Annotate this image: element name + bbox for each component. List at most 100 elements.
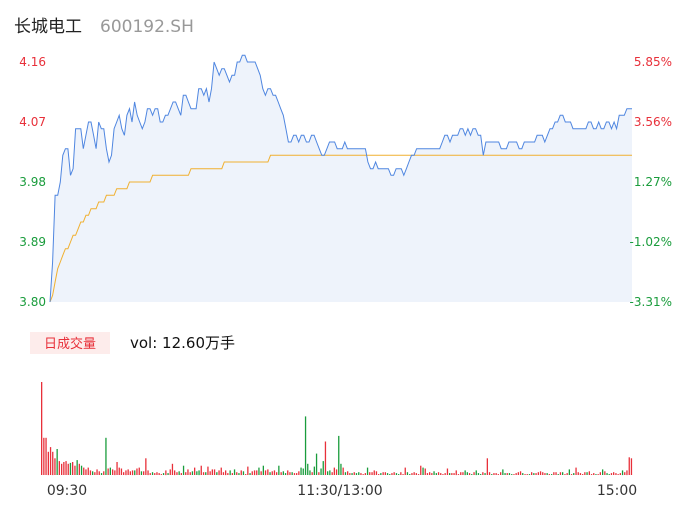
- volume-bar: [386, 473, 389, 475]
- volume-bar: [225, 470, 227, 476]
- volume-bar: [515, 473, 517, 475]
- volume-bar: [355, 473, 358, 475]
- volume-bar: [54, 458, 56, 475]
- percent-axis-right: 5.85% 3.56% 1.27% -1.02% -3.31%: [630, 55, 672, 309]
- volume-bar: [588, 471, 590, 475]
- volume-bar: [398, 474, 400, 475]
- volume-bar: [162, 473, 165, 475]
- volume-bar: [269, 472, 271, 475]
- volume-bar: [154, 473, 156, 475]
- volume-bar: [440, 473, 442, 475]
- y-tick-label: 3.80: [19, 295, 46, 309]
- volume-bar: [491, 474, 493, 475]
- volume-bar: [273, 470, 276, 476]
- x-tick-label: 11:30/13:00: [297, 483, 382, 499]
- volume-bar: [422, 467, 424, 475]
- volume-bar: [599, 472, 601, 475]
- volume-bar: [537, 472, 539, 475]
- volume-bar: [49, 447, 52, 475]
- volume-bar: [271, 471, 273, 475]
- volume-bar: [508, 473, 511, 475]
- volume-bar: [251, 471, 253, 475]
- volume-bar: [406, 472, 409, 475]
- volume-bar: [446, 468, 449, 475]
- volume-bar: [500, 472, 502, 475]
- volume-bar: [420, 465, 422, 475]
- volume-bar: [72, 462, 74, 475]
- volume-bar: [182, 465, 185, 475]
- volume-bar: [619, 473, 621, 475]
- volume-bar: [466, 472, 468, 475]
- volume-bar: [291, 472, 293, 475]
- x-tick-label: 09:30: [47, 483, 87, 499]
- volume-bar: [327, 471, 329, 475]
- x-tick-label: 15:00: [597, 483, 637, 499]
- volume-bar: [602, 469, 604, 475]
- volume-bar: [628, 457, 630, 475]
- volume-bar: [218, 470, 220, 476]
- price-area-fill: [50, 55, 632, 302]
- volume-bar: [413, 472, 415, 475]
- volume-bar: [151, 472, 154, 475]
- volume-bar: [253, 470, 256, 476]
- volume-bar: [315, 453, 318, 475]
- volume-bar: [564, 474, 566, 475]
- volume-bar: [262, 465, 264, 475]
- volume-bar: [324, 441, 327, 475]
- volume-bar: [80, 465, 83, 475]
- volume-bar: [209, 471, 211, 475]
- volume-bar: [176, 472, 178, 475]
- volume-bar: [287, 470, 289, 476]
- volume-bar: [493, 473, 495, 475]
- volume-bar: [615, 473, 617, 475]
- volume-bar: [395, 473, 398, 475]
- volume-bar: [240, 470, 242, 476]
- volume-bar: [98, 471, 100, 475]
- volume-bar: [358, 472, 360, 475]
- volume-bar: [149, 473, 151, 475]
- price-panel: [49, 54, 632, 303]
- volume-bar: [280, 472, 282, 475]
- volume-bar: [437, 472, 440, 475]
- volume-bar: [198, 470, 200, 476]
- volume-bar: [171, 463, 174, 475]
- volume-bar: [205, 472, 207, 475]
- volume-bar: [582, 474, 584, 475]
- volume-bar: [568, 469, 570, 475]
- volume-bar: [344, 472, 347, 475]
- volume-bar: [52, 451, 54, 476]
- volume-bar: [307, 463, 309, 475]
- volume-bar: [426, 473, 429, 475]
- volume-tag: 日成交量: [44, 336, 96, 352]
- volume-bar: [347, 471, 349, 475]
- volume-bar: [380, 473, 382, 475]
- volume-bar: [143, 471, 145, 475]
- volume-bar: [245, 474, 247, 475]
- volume-bar: [559, 472, 562, 475]
- volume-bar: [47, 451, 49, 476]
- volume-bar: [167, 473, 169, 475]
- volume-bar: [488, 472, 491, 475]
- volume-bar: [331, 472, 333, 475]
- volume-bar: [473, 472, 475, 475]
- volume-bar: [455, 470, 457, 476]
- volume-bar: [542, 472, 544, 475]
- volume-bar: [573, 473, 575, 475]
- volume-bar: [411, 473, 413, 475]
- volume-bar: [74, 465, 76, 475]
- volume-bar: [513, 474, 515, 475]
- volume-bar: [313, 466, 315, 475]
- volume-bar: [147, 470, 149, 476]
- volume-bar: [180, 473, 182, 475]
- volume-bar: [318, 472, 320, 475]
- volume-bar: [78, 463, 80, 475]
- volume-bar: [61, 463, 63, 475]
- volume-bar: [94, 472, 96, 475]
- volume-bar: [449, 473, 451, 475]
- volume-bar: [526, 474, 528, 475]
- volume-bar: [608, 474, 610, 475]
- stock-code: 600192.SH: [100, 17, 194, 37]
- volume-bar: [103, 471, 105, 475]
- volume-tag-bg: [30, 332, 110, 354]
- volume-bar: [320, 468, 322, 475]
